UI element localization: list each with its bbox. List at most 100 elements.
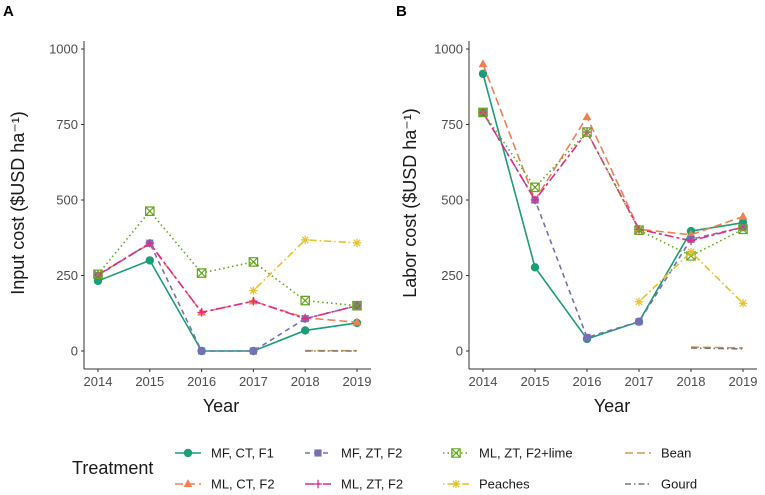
panel-a-series-ml-zt-f2: [93, 238, 362, 323]
legend-label: Gourd: [661, 477, 697, 492]
legend-item-ml-zt-f2-lime: ML, ZT, F2+lime: [443, 446, 573, 461]
panel-a-x-tick-label: 2017: [239, 374, 268, 389]
panel-a-y-tick-label: 750: [56, 117, 78, 132]
panel-a-mf-ct-f1-point: [301, 326, 310, 335]
panel-a-y-axis-title: Input cost ($USD ha⁻¹): [8, 111, 28, 295]
legend-key-marker: [183, 448, 193, 458]
panel-b-ml-zt-f2-lime-point: [738, 224, 748, 235]
panel-a-x-tick-label: 2016: [187, 374, 216, 389]
panel-b-ml-ct-f2-point: [478, 59, 488, 68]
panel-a-ml-zt-f2-lime-point: [352, 300, 362, 311]
panel-letter-b: B: [396, 3, 407, 20]
panel-a-ml-zt-f2-lime-point: [300, 295, 310, 306]
panel-a-ml-ct-f2-point: [352, 317, 362, 326]
panel-b-peaches-line: [638, 250, 744, 304]
panel-b-ml-zt-f2-point: [530, 195, 540, 205]
panel-a-series-ml-ct-f2: [93, 238, 362, 326]
legend-key-marker: [313, 479, 323, 489]
panel-b-peaches-point: [738, 299, 748, 308]
panel-b-ml-zt-f2-lime-point: [582, 127, 592, 137]
legend-label: ML, ZT, F2+lime: [479, 446, 573, 461]
panel-a-y-tick-label: 1000: [49, 42, 78, 57]
panel-b-x-axis-title: Year: [594, 396, 630, 416]
legend-title: Treatment: [72, 458, 153, 478]
panel-b-x-tick-label: 2016: [573, 374, 602, 389]
panel-a-mf-zt-f2-point: [249, 347, 257, 355]
panel-b-series-gourd: [690, 347, 744, 350]
panel-b-series-peaches: [634, 247, 748, 308]
panel-b-peaches-point: [634, 297, 644, 306]
panel-a-plot: 0 250 500 750 1000 2014 2015 2016 2017 2018 2019: [49, 41, 371, 389]
panel-b-ml-ct-f2-point: [738, 211, 748, 220]
legend-item-peaches: Peaches: [443, 477, 530, 492]
panel-a-x-tick-label: 2014: [84, 374, 113, 389]
panel-a-mf-zt-f2-line: [97, 242, 358, 352]
legend: Treatment MF, CT, F1 ML, CT, F2 MF, ZT, F2…: [72, 446, 697, 492]
panel-a-x-tick-label: 2018: [291, 374, 320, 389]
panel-a-mf-zt-f2-point: [198, 347, 206, 355]
panel-b-series-bean: [690, 346, 744, 349]
legend-key-marker: [314, 449, 322, 457]
panel-a-peaches-point: [249, 286, 258, 295]
panel-b-ml-zt-f2-lime-point: [478, 107, 488, 118]
panel-b-peaches-point: [686, 247, 696, 257]
panel-b-ml-ct-f2-point: [582, 112, 592, 121]
legend-item-ml-zt-f2: ML, ZT, F2: [305, 477, 403, 492]
panel-a-series-peaches: [249, 235, 362, 295]
panel-b-mf-ct-f1-line: [482, 73, 744, 340]
panel-a-y-tick-label: 250: [56, 268, 78, 283]
legend-item-mf-ct-f1: MF, CT, F1: [175, 446, 274, 461]
panel-a-ml-ct-f2-line: [97, 242, 358, 324]
panel-b-mf-zt-f2-point: [583, 333, 591, 341]
legend-item-gourd: Gourd: [625, 477, 697, 492]
panel-b-series-mf-zt-f2: [479, 108, 747, 341]
panel-a-y-tick-label: 0: [71, 344, 78, 359]
panel-b-x-tick-label: 2019: [729, 374, 758, 389]
panel-a-ml-zt-f2-lime-line: [97, 209, 358, 307]
panel-b-x-tick-label: 2017: [625, 374, 654, 389]
panel-a-series-ml-zt-f2-lime: [93, 206, 362, 311]
panel-a-ml-zt-f2-point: [301, 314, 310, 323]
panel-letter-a: A: [3, 3, 14, 20]
panel-b-ml-zt-f2-lime-point: [530, 182, 540, 193]
panel-b-ml-zt-f2-lime-line: [482, 111, 744, 257]
panel-a-mf-ct-f1-point: [145, 256, 154, 265]
panel-b-y-tick-label: 1000: [434, 42, 463, 57]
panel-a-x-tick-label: 2019: [343, 374, 372, 389]
legend-label: ML, ZT, F2: [341, 477, 403, 492]
panel-a-ml-zt-f2-point: [249, 296, 258, 306]
panel-a-peaches-point: [352, 238, 362, 248]
legend-key-marker: [183, 479, 193, 488]
legend-key-marker: [451, 448, 461, 458]
panel-b-x-tick-label: 2018: [677, 374, 706, 389]
panel-b-y-tick-label: 750: [441, 117, 463, 132]
panel-a-peaches-point: [301, 235, 310, 245]
panel-b-mf-zt-f2-line: [482, 112, 744, 339]
panel-b-mf-ct-f1-point: [530, 263, 540, 272]
panel-a-x-tick-label: 2015: [135, 374, 164, 389]
legend-label: MF, ZT, F2: [341, 446, 402, 461]
legend-key-marker: [451, 479, 461, 489]
panel-a-y-tick-label: 500: [56, 193, 78, 208]
panel-a-ml-zt-f2-lime-point: [196, 268, 207, 278]
panel-a-mf-ct-f1-line: [97, 259, 358, 352]
panel-b-y-tick-label: 250: [441, 268, 463, 283]
panel-b-bean-line: [690, 346, 744, 349]
panel-b-series-ml-zt-f2-lime: [478, 107, 748, 261]
panel-a-ml-zt-f2-point: [197, 308, 206, 317]
panel-a-ml-zt-f2-lime-point: [93, 269, 103, 280]
panel-b-x-tick-label: 2014: [469, 374, 498, 389]
legend-item-mf-zt-f2: MF, ZT, F2: [305, 446, 402, 461]
panel-a-ml-zt-f2-lime-point: [248, 257, 259, 267]
panel-b-ml-ct-f2-line: [482, 63, 744, 236]
panel-b-ml-zt-f2-line: [482, 112, 744, 242]
panel-b-series-mf-ct-f1: [478, 69, 748, 344]
panel-a-x-axis-title: Year: [203, 396, 239, 416]
panel-b-x-tick-label: 2015: [521, 374, 550, 389]
legend-item-ml-ct-f2: ML, CT, F2: [175, 477, 275, 492]
panel-b-series-ml-zt-f2: [478, 108, 748, 245]
panel-a-peaches-line: [252, 239, 358, 292]
panel-b-mf-zt-f2-point: [635, 318, 643, 326]
panel-b-series-ml-ct-f2: [478, 59, 748, 238]
